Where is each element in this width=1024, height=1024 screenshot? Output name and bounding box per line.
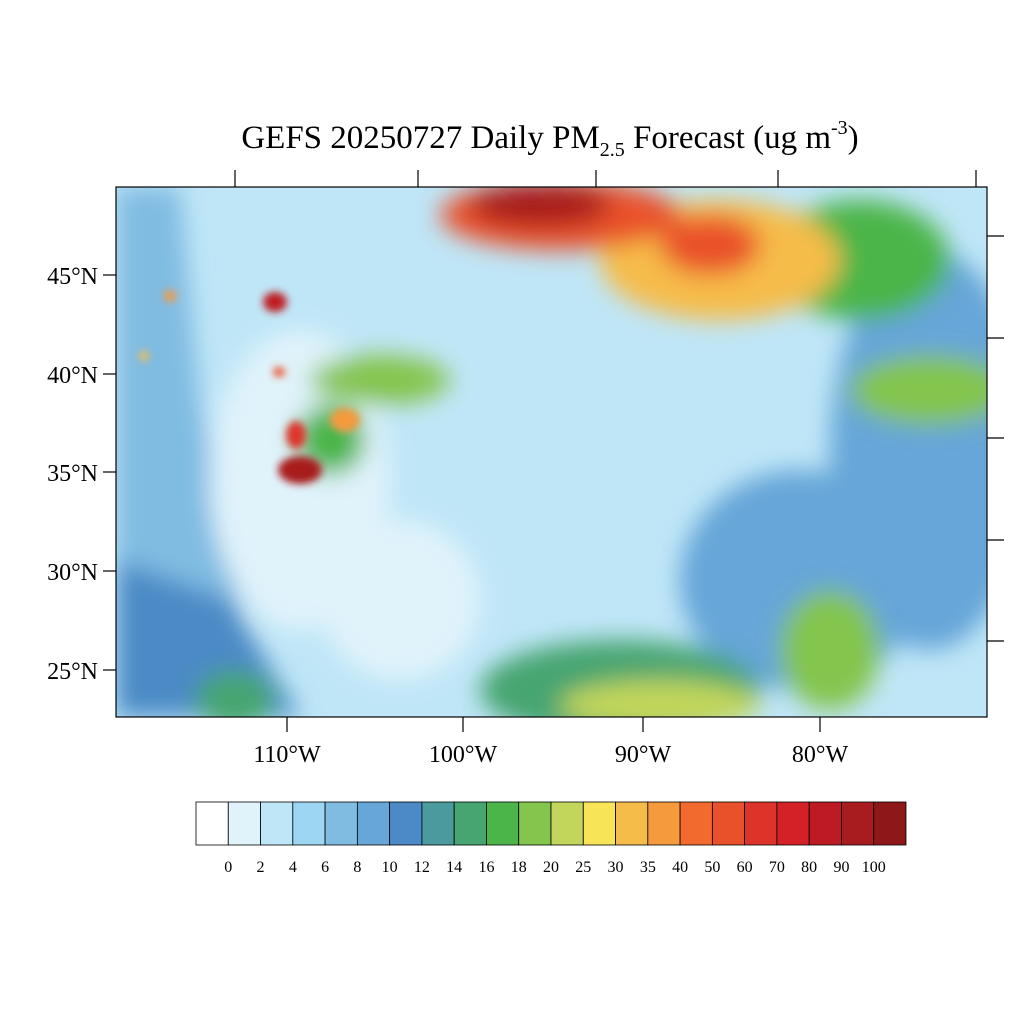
colorbar-label: 10 [382, 859, 398, 876]
colorbar-box [356, 801, 391, 846]
title-end: ) [848, 120, 859, 156]
colorbar-label: 35 [640, 859, 656, 876]
colorbar-box [873, 801, 907, 846]
colorbar-label: 20 [543, 859, 559, 876]
colorbar-label: 4 [289, 859, 297, 876]
lat-label: 35°N [47, 461, 98, 487]
colorbar-label: 14 [446, 859, 462, 876]
lat-label: 40°N [47, 363, 98, 389]
colorbar-label: 6 [321, 859, 329, 876]
title-rest: Forecast (ug m [625, 120, 832, 156]
colorbar-box [582, 801, 616, 846]
colorbar-box [615, 801, 649, 846]
colorbar-box [808, 801, 842, 846]
map-frame [115, 186, 988, 718]
colorbar-label: 8 [353, 859, 361, 876]
lon-label: 100°W [429, 742, 498, 768]
colorbar-label: 30 [608, 859, 624, 876]
colorbar-box [453, 801, 487, 846]
lat-label: 45°N [47, 264, 98, 290]
colorbar-box [195, 801, 229, 846]
colorbar-box [776, 801, 810, 846]
colorbar-box [550, 801, 584, 846]
title-main: GEFS 20250727 Daily PM [241, 120, 599, 156]
colorbar-box [518, 801, 552, 846]
colorbar-box [711, 801, 746, 846]
pm-field [116, 187, 987, 717]
frame-ticks [103, 170, 1004, 732]
colorbar-box [486, 801, 520, 846]
colorbar-label: 70 [769, 859, 785, 876]
colorbar-box [324, 801, 358, 846]
colorbar-box [421, 801, 455, 846]
colorbar-box [841, 801, 875, 846]
colorbar-box [679, 801, 713, 846]
colorbar-box [744, 801, 778, 846]
colorbar-box [292, 801, 326, 846]
colorbar-label: 50 [704, 859, 720, 876]
colorbar-box [260, 801, 294, 846]
lat-label: 30°N [47, 560, 98, 586]
colorbar-label: 12 [414, 859, 430, 876]
colorbar-label: 0 [224, 859, 232, 876]
colorbar-label: 16 [478, 859, 494, 876]
colorbar-box [389, 801, 423, 846]
lon-label: 90°W [615, 742, 672, 768]
title-superscript: -3 [831, 117, 848, 139]
colorbar-label: 100 [862, 859, 886, 876]
colorbar-label: 60 [737, 859, 753, 876]
colorbar-box [227, 801, 261, 846]
lon-label: 80°W [792, 742, 849, 768]
lon-label: 110°W [253, 742, 321, 768]
colorbar-box [647, 801, 681, 846]
colorbar-label: 90 [833, 859, 849, 876]
title-subscript: 2.5 [600, 139, 625, 161]
colorbar-label: 40 [672, 859, 688, 876]
colorbar-label: 18 [511, 859, 527, 876]
map-title: GEFS 20250727 Daily PM2.5 Forecast (ug m… [241, 117, 858, 161]
colorbar-label: 25 [575, 859, 591, 876]
colorbar-label: 80 [801, 859, 817, 876]
lat-label: 25°N [47, 659, 98, 685]
colorbar-label: 2 [257, 859, 265, 876]
